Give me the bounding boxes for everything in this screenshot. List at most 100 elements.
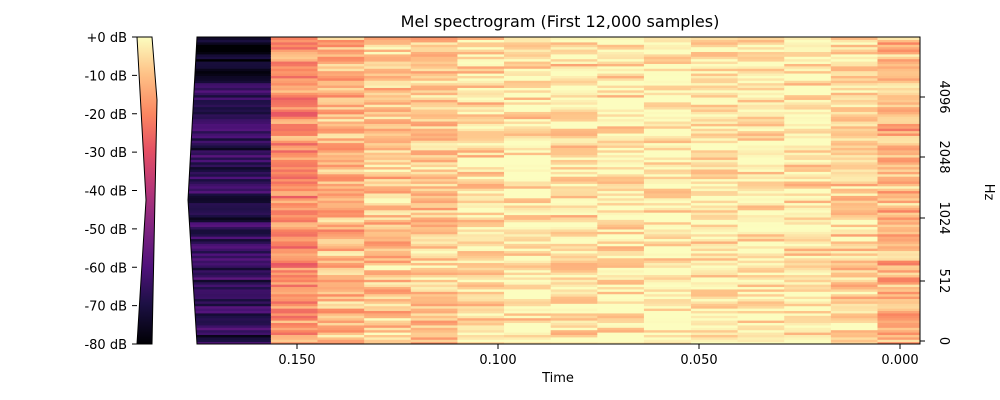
- spectrogram-cell: [690, 260, 738, 264]
- spectrogram-cell: [188, 336, 271, 340]
- spectrogram-cell: [549, 80, 598, 84]
- spectrogram-cell: [270, 243, 318, 247]
- spectrogram-cell: [736, 238, 785, 242]
- spectrogram-cell: [270, 224, 318, 228]
- spectrogram-cell: [456, 288, 505, 292]
- spectrogram-cell: [643, 279, 691, 283]
- spectrogram-cell: [270, 269, 318, 273]
- spectrogram-cell: [830, 130, 878, 134]
- spectrogram-cell: [363, 262, 411, 266]
- spectrogram-cell: [643, 248, 691, 252]
- spectrogram-cell: [456, 140, 505, 144]
- spectrogram-cell: [783, 87, 831, 91]
- spectrogram-cell: [456, 329, 505, 333]
- spectrogram-cell: [690, 58, 738, 62]
- spectrogram-cell: [876, 298, 920, 302]
- spectrogram-cell: [409, 250, 458, 254]
- spectrogram-cell: [316, 322, 365, 326]
- spectrogram-cell: [783, 51, 831, 55]
- spectrogram-cell: [549, 72, 598, 76]
- spectrogram-cell: [409, 245, 458, 249]
- spectrogram-cell: [830, 111, 878, 115]
- spectrogram-cell: [316, 341, 365, 344]
- spectrogram-cell: [736, 166, 785, 170]
- spectrogram-cell: [270, 135, 318, 139]
- spectrogram-cell: [270, 250, 318, 254]
- spectrogram-cell: [830, 216, 878, 220]
- spectrogram-cell: [736, 214, 785, 218]
- colorbar-tick-label: -80 dB: [84, 338, 127, 353]
- spectrogram-cell: [456, 272, 505, 276]
- spectrogram-cell: [830, 332, 878, 336]
- spectrogram-cell: [503, 315, 551, 319]
- spectrogram-cell: [596, 231, 644, 235]
- spectrogram-cell: [690, 130, 738, 134]
- spectrogram-cell: [830, 120, 878, 124]
- spectrogram-cell: [188, 188, 271, 192]
- spectrogram-cell: [456, 212, 505, 216]
- spectrogram-cell: [736, 135, 785, 139]
- spectrogram-cell: [456, 89, 505, 93]
- spectrogram-cell: [188, 77, 271, 81]
- spectrogram-cell: [876, 108, 920, 112]
- spectrogram-cell: [188, 58, 271, 62]
- spectrogram-cell: [690, 221, 738, 225]
- spectrogram-cell: [830, 272, 878, 276]
- spectrogram-cell: [596, 312, 644, 316]
- spectrogram-cell: [549, 250, 598, 254]
- spectrogram-cell: [188, 233, 271, 237]
- spectrogram-cell: [549, 305, 598, 309]
- spectrogram-cell: [783, 185, 831, 189]
- spectrogram-cell: [830, 286, 878, 290]
- spectrogram-cell: [503, 296, 551, 300]
- spectrogram-cell: [596, 300, 644, 304]
- spectrogram-cell: [363, 72, 411, 76]
- spectrogram-cell: [549, 202, 598, 206]
- spectrogram-cell: [783, 267, 831, 271]
- spectrogram-cell: [549, 308, 598, 312]
- spectrogram-cell: [596, 178, 644, 182]
- spectrogram-cell: [409, 322, 458, 326]
- spectrogram-cell: [736, 236, 785, 240]
- spectrogram-cell: [270, 238, 318, 242]
- spectrogram-cell: [830, 128, 878, 132]
- spectrogram-cell: [643, 123, 691, 127]
- spectrogram-cell: [549, 46, 598, 50]
- spectrogram-cell: [549, 154, 598, 158]
- spectrogram-cell: [549, 183, 598, 187]
- spectrogram-cell: [549, 164, 598, 168]
- spectrogram-cell: [316, 51, 365, 55]
- spectrogram-cell: [270, 75, 318, 79]
- spectrogram-cell: [188, 284, 271, 288]
- spectrogram-cell: [876, 238, 920, 242]
- spectrogram-cell: [830, 267, 878, 271]
- spectrogram-cell: [363, 257, 411, 261]
- spectrogram-cell: [549, 152, 598, 156]
- spectrogram-cell: [503, 132, 551, 136]
- spectrogram-cell: [456, 238, 505, 242]
- spectrogram-cell: [643, 329, 691, 333]
- spectrogram-cell: [830, 276, 878, 280]
- spectrogram-cell: [643, 111, 691, 115]
- spectrogram-cell: [596, 137, 644, 141]
- spectrogram-cell: [363, 317, 411, 321]
- spectrogram-cell: [456, 274, 505, 278]
- spectrogram-cell: [409, 60, 458, 64]
- spectrogram-cell: [456, 240, 505, 244]
- spectrogram-cell: [363, 96, 411, 100]
- spectrogram-cell: [736, 185, 785, 189]
- spectrogram-cell: [456, 293, 505, 297]
- spectrogram-cell: [643, 178, 691, 182]
- spectrogram-cell: [643, 144, 691, 148]
- spectrogram-cell: [188, 276, 271, 280]
- spectrogram-cell: [316, 195, 365, 199]
- spectrogram-cell: [316, 137, 365, 141]
- spectrogram-cell: [549, 279, 598, 283]
- spectrogram-cell: [270, 44, 318, 48]
- spectrogram-cell: [188, 80, 271, 84]
- x-tick-label: 0.100: [479, 353, 516, 368]
- spectrogram-cell: [783, 336, 831, 340]
- spectrogram-cell: [316, 180, 365, 184]
- spectrogram-cell: [596, 68, 644, 72]
- spectrogram-cell: [188, 128, 271, 132]
